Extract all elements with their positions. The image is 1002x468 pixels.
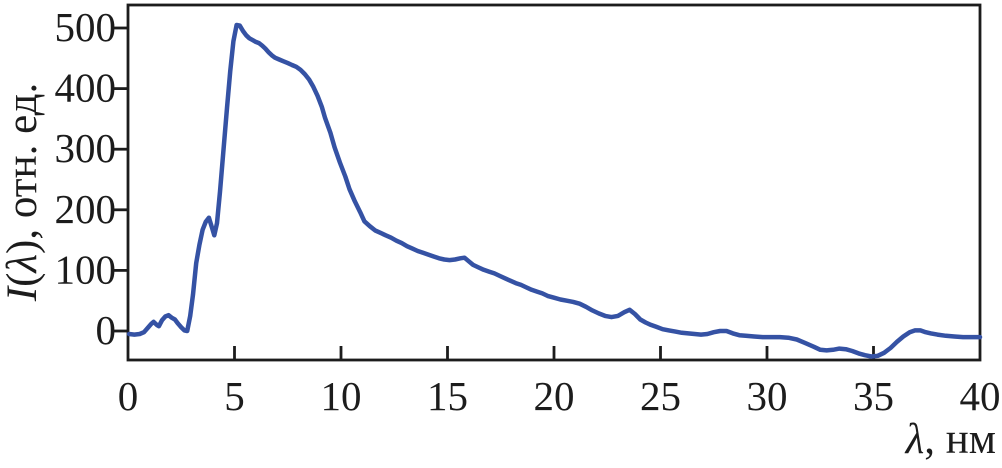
x-tick-label: 30 xyxy=(747,373,788,419)
x-axis-tick-labels: 0 5 10 15 20 25 30 35 40 xyxy=(118,373,1001,419)
x-tick-label: 25 xyxy=(640,373,681,419)
x-tick-label: 15 xyxy=(427,373,468,419)
x-axis-title: λ, нм xyxy=(904,416,996,463)
x-axis-ticks xyxy=(233,346,875,360)
x-tick-label: 5 xyxy=(224,373,245,419)
y-tick-label: 500 xyxy=(55,4,117,50)
y-tick-label: 400 xyxy=(55,65,117,111)
lambda-symbol: λ xyxy=(0,254,46,275)
y-axis-title-variable: I xyxy=(0,285,46,302)
x-tick-label: 0 xyxy=(118,373,139,419)
y-axis-tick-labels: 0 100 200 300 400 500 xyxy=(55,4,117,353)
y-axis-ticks xyxy=(114,26,128,333)
spectrum-curve xyxy=(126,22,983,359)
y-axis-title: I(λ), отн. ед. xyxy=(0,83,46,303)
lambda-symbol: λ xyxy=(904,416,925,463)
y-tick-label: 300 xyxy=(55,125,117,171)
x-tick-label: 20 xyxy=(534,373,575,419)
x-tick-label: 35 xyxy=(853,373,894,419)
x-tick-label: 10 xyxy=(321,373,362,419)
y-tick-label: 100 xyxy=(55,246,117,292)
y-tick-label: 200 xyxy=(55,186,117,232)
x-tick-label: 40 xyxy=(960,373,1001,419)
y-tick-label: 0 xyxy=(96,307,117,353)
plot-frame xyxy=(126,3,982,362)
